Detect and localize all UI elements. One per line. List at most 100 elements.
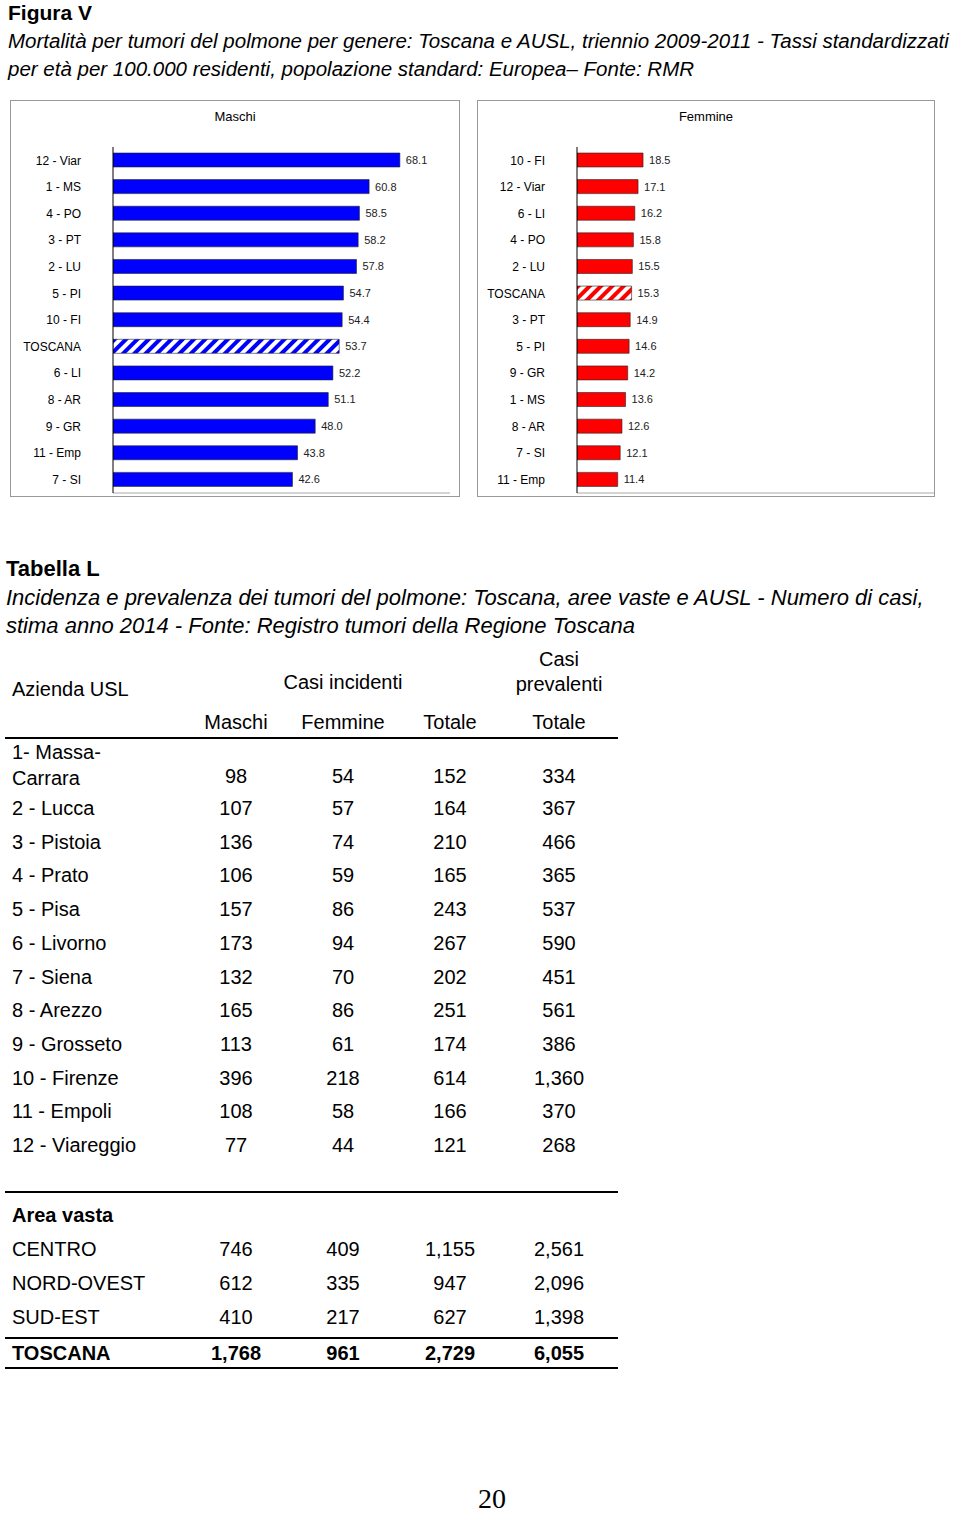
html-text:106: 106 (219, 864, 253, 887)
html-text:74: 74 (331, 830, 355, 853)
svg-text:TOSCANA: TOSCANA (23, 340, 81, 354)
svg-text:15.5: 15.5 (638, 260, 659, 272)
html-text:Casi prevalenti: Casi prevalenti (515, 648, 603, 695)
svg-text:16.2: 16.2 (641, 207, 662, 219)
svg-text:43.8: 43.8 (304, 447, 325, 459)
svg-text:8 - AR: 8 - AR (512, 420, 546, 434)
html-text:94: 94 (331, 931, 355, 954)
svg-text:54.7: 54.7 (349, 287, 370, 299)
svg-text:12 - Viar: 12 - Viar (500, 180, 545, 194)
html-text:10 - Firenze: 10 - Firenze (12, 1066, 119, 1089)
html-text:251: 251 (433, 999, 467, 1022)
svg-text:14.2: 14.2 (634, 367, 655, 379)
svg-text:6 - LI: 6 - LI (54, 366, 81, 380)
svg-text:11 - Emp: 11 - Emp (33, 446, 81, 460)
html-text:9 - Grosseto: 9 - Grosseto (12, 1032, 122, 1055)
html-text:20: 20 (478, 1483, 506, 1514)
html-text:1- Massa-Carrara: 1- Massa-Carrara (12, 741, 101, 789)
html-text:174: 174 (433, 1032, 467, 1055)
svg-text:10 - FI: 10 - FI (510, 154, 545, 168)
svg-text:5 - PI: 5 - PI (516, 340, 545, 354)
html-text:218: 218 (326, 1066, 360, 1089)
svg-text:52.2: 52.2 (339, 367, 360, 379)
html-text:6 - Livorno: 6 - Livorno (12, 931, 107, 954)
html-text:165: 165 (219, 999, 253, 1022)
svg-text:2 - LU: 2 - LU (512, 260, 545, 274)
html-text:132: 132 (219, 965, 253, 988)
html-text:173: 173 (219, 931, 253, 954)
svg-text:15.3: 15.3 (638, 287, 659, 299)
html-text:243: 243 (433, 898, 467, 921)
html-text:614: 614 (433, 1066, 467, 1089)
html-text:165: 165 (433, 864, 467, 887)
html-text:590: 590 (542, 931, 576, 954)
html-text:8 - Arezzo: 8 - Arezzo (12, 999, 102, 1022)
svg-text:42.6: 42.6 (298, 473, 319, 485)
html-text:Mortalità per tumori del polmo: Mortalità per tumori del polmone per gen… (8, 29, 949, 80)
svg-text:48.0: 48.0 (321, 420, 342, 432)
svg-text:8 - AR: 8 - AR (48, 393, 82, 407)
svg-text:14.6: 14.6 (635, 340, 656, 352)
svg-text:5 - PI: 5 - PI (52, 287, 81, 301)
svg-text:58.5: 58.5 (365, 207, 386, 219)
svg-text:10 - FI: 10 - FI (46, 313, 81, 327)
svg-text:14.9: 14.9 (636, 314, 657, 326)
svg-text:7 - SI: 7 - SI (52, 473, 81, 487)
html-text:59: 59 (331, 864, 355, 887)
html-text:451: 451 (542, 965, 576, 988)
html-text:157: 157 (219, 898, 253, 921)
html-text:5 - Pisa: 5 - Pisa (12, 898, 80, 921)
html-text:267: 267 (433, 931, 467, 954)
svg-text:57.8: 57.8 (362, 260, 383, 272)
html-text:365: 365 (542, 864, 576, 887)
svg-text:11.4: 11.4 (624, 473, 645, 485)
svg-text:2 - LU: 2 - LU (48, 260, 81, 274)
svg-text:13.6: 13.6 (632, 393, 653, 405)
svg-text:11 - Emp: 11 - Emp (497, 473, 545, 487)
svg-text:4 - PO: 4 - PO (510, 233, 545, 247)
svg-text:68.1: 68.1 (406, 154, 427, 166)
svg-text:15.8: 15.8 (639, 234, 660, 246)
html-text:537: 537 (542, 898, 576, 921)
svg-text:12.6: 12.6 (628, 420, 649, 432)
html-text:Tabella L: Tabella L (6, 556, 100, 581)
html-text:61: 61 (331, 1032, 355, 1055)
svg-text:58.2: 58.2 (364, 234, 385, 246)
html-text:386: 386 (542, 1032, 576, 1055)
html-text:136: 136 (219, 830, 253, 853)
svg-text:54.4: 54.4 (348, 314, 369, 326)
svg-text:1 - MS: 1 - MS (510, 393, 545, 407)
svg-text:60.8: 60.8 (375, 181, 396, 193)
html-text:113: 113 (220, 1032, 252, 1055)
html-text:202: 202 (433, 965, 467, 988)
html-text:3 - Pistoia: 3 - Pistoia (12, 830, 101, 853)
svg-text:3 - PT: 3 - PT (512, 313, 545, 327)
html-text:561: 561 (542, 999, 576, 1022)
svg-text:53.7: 53.7 (345, 340, 366, 352)
html-text:396: 396 (219, 1066, 253, 1089)
svg-text:7 - SI: 7 - SI (516, 446, 545, 460)
html-text:86: 86 (331, 999, 355, 1022)
svg-text:9 - GR: 9 - GR (46, 420, 82, 434)
svg-text:TOSCANA: TOSCANA (487, 287, 545, 301)
html-text:70: 70 (331, 965, 355, 988)
svg-text:18.5: 18.5 (649, 154, 670, 166)
html-text:4 - Prato: 4 - Prato (12, 864, 89, 887)
html-text:1,360: 1,360 (534, 1066, 584, 1089)
svg-text:9 - GR: 9 - GR (510, 366, 546, 380)
svg-text:6 - LI: 6 - LI (518, 207, 545, 221)
html-text:86: 86 (331, 898, 355, 921)
html-text:466: 466 (542, 830, 576, 853)
html-text:Figura V: Figura V (8, 1, 92, 24)
svg-text:4 - PO: 4 - PO (46, 207, 81, 221)
html-text:210: 210 (433, 830, 467, 853)
html-text:7 - Siena: 7 - Siena (12, 965, 93, 988)
svg-text:3 - PT: 3 - PT (48, 233, 81, 247)
svg-text:1 - MS: 1 - MS (46, 180, 81, 194)
html-text:11 - Empoli: 11 - Empoli (12, 1100, 112, 1123)
svg-text:17.1: 17.1 (644, 181, 665, 193)
svg-text:51.1: 51.1 (334, 393, 355, 405)
svg-text:12 - Viar: 12 - Viar (36, 154, 81, 168)
svg-text:12.1: 12.1 (626, 447, 647, 459)
html-text:Incidenza e prevalenza dei tum: Incidenza e prevalenza dei tumori del po… (6, 585, 924, 638)
